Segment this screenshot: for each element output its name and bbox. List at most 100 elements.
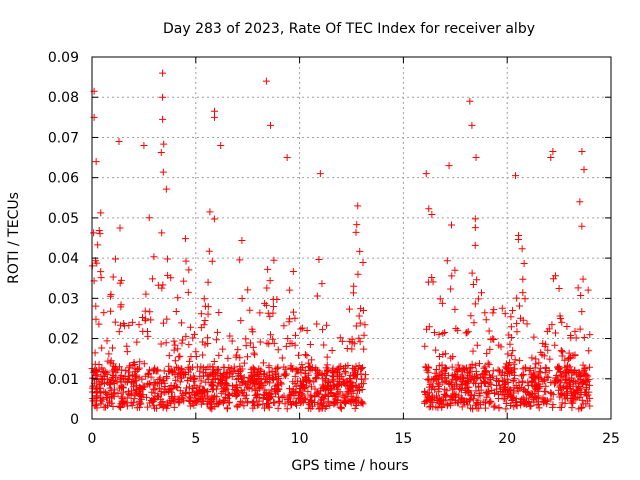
data-point [147, 316, 155, 324]
data-point [186, 393, 194, 401]
data-point [570, 396, 578, 404]
data-point [571, 352, 579, 360]
data-point [116, 384, 124, 392]
data-point [309, 402, 317, 410]
data-point [171, 341, 179, 349]
data-point [237, 317, 245, 325]
data-point [435, 381, 443, 389]
data-point [282, 365, 290, 373]
data-point [501, 386, 509, 394]
data-point [323, 321, 331, 329]
data-point [172, 363, 180, 371]
data-point [204, 387, 212, 395]
data-point [151, 386, 159, 394]
data-point [93, 401, 101, 409]
data-point [337, 405, 345, 413]
data-point [482, 404, 490, 412]
data-point [160, 389, 168, 397]
data-point [345, 305, 353, 313]
data-point [348, 395, 356, 403]
data-point [291, 314, 299, 322]
data-point [213, 328, 221, 336]
data-point [357, 370, 365, 378]
data-point [288, 365, 296, 373]
data-point [172, 307, 180, 315]
data-point [209, 363, 217, 371]
chart-title: Day 283 of 2023, Rate Of TEC Index for r… [163, 21, 535, 37]
data-point [301, 351, 309, 359]
data-point [334, 393, 342, 401]
data-point [542, 382, 550, 390]
data-point [446, 380, 454, 388]
data-point [178, 319, 186, 327]
data-point [149, 385, 157, 393]
data-point [577, 292, 585, 300]
data-point [199, 351, 207, 359]
data-point [471, 300, 479, 308]
data-point [334, 365, 342, 373]
data-point [422, 397, 430, 405]
data-point [250, 377, 258, 385]
data-point [355, 334, 363, 342]
data-point [350, 282, 358, 290]
data-point [282, 342, 290, 350]
data-point [506, 340, 514, 348]
data-point [547, 395, 555, 403]
data-point [447, 393, 455, 401]
data-point [449, 386, 457, 394]
data-point [280, 322, 288, 330]
data-point [157, 395, 165, 403]
data-point [311, 398, 319, 406]
data-point [528, 394, 536, 402]
data-point [536, 369, 544, 377]
data-point [537, 348, 545, 356]
data-point [495, 404, 503, 412]
data-point [226, 332, 234, 340]
data-point [453, 374, 461, 382]
data-point [170, 346, 178, 354]
data-point [201, 341, 209, 349]
data-point [292, 389, 300, 397]
data-point [278, 354, 286, 362]
data-point [197, 390, 205, 398]
data-point [287, 390, 295, 398]
data-point [458, 403, 466, 411]
data-point [298, 324, 306, 332]
data-point [545, 325, 553, 333]
data-point [540, 387, 548, 395]
data-point [168, 392, 176, 400]
data-point [259, 395, 267, 403]
data-point [117, 378, 125, 386]
data-point [157, 340, 165, 348]
data-point [482, 389, 490, 397]
data-point [204, 310, 212, 318]
data-point [468, 269, 476, 277]
data-point [100, 403, 108, 411]
data-point [162, 185, 170, 193]
data-point [356, 247, 364, 255]
data-point [117, 276, 125, 284]
data-point [356, 338, 364, 346]
data-point [294, 395, 302, 403]
data-point [170, 396, 178, 404]
data-point [338, 337, 346, 345]
data-point [114, 366, 122, 374]
data-point [432, 346, 440, 354]
data-point [578, 222, 586, 230]
data-point [236, 372, 244, 380]
data-point [180, 277, 188, 285]
data-point [469, 395, 477, 403]
data-point [256, 338, 264, 346]
data-point [195, 395, 203, 403]
data-point [357, 305, 365, 313]
data-point [542, 364, 550, 372]
data-point [458, 377, 466, 385]
data-point [469, 405, 477, 413]
data-point [567, 331, 575, 339]
data-point [204, 334, 212, 342]
data-point [353, 221, 361, 229]
data-point [274, 346, 282, 354]
data-point [151, 367, 159, 375]
data-point [265, 404, 273, 412]
data-point [471, 224, 479, 232]
